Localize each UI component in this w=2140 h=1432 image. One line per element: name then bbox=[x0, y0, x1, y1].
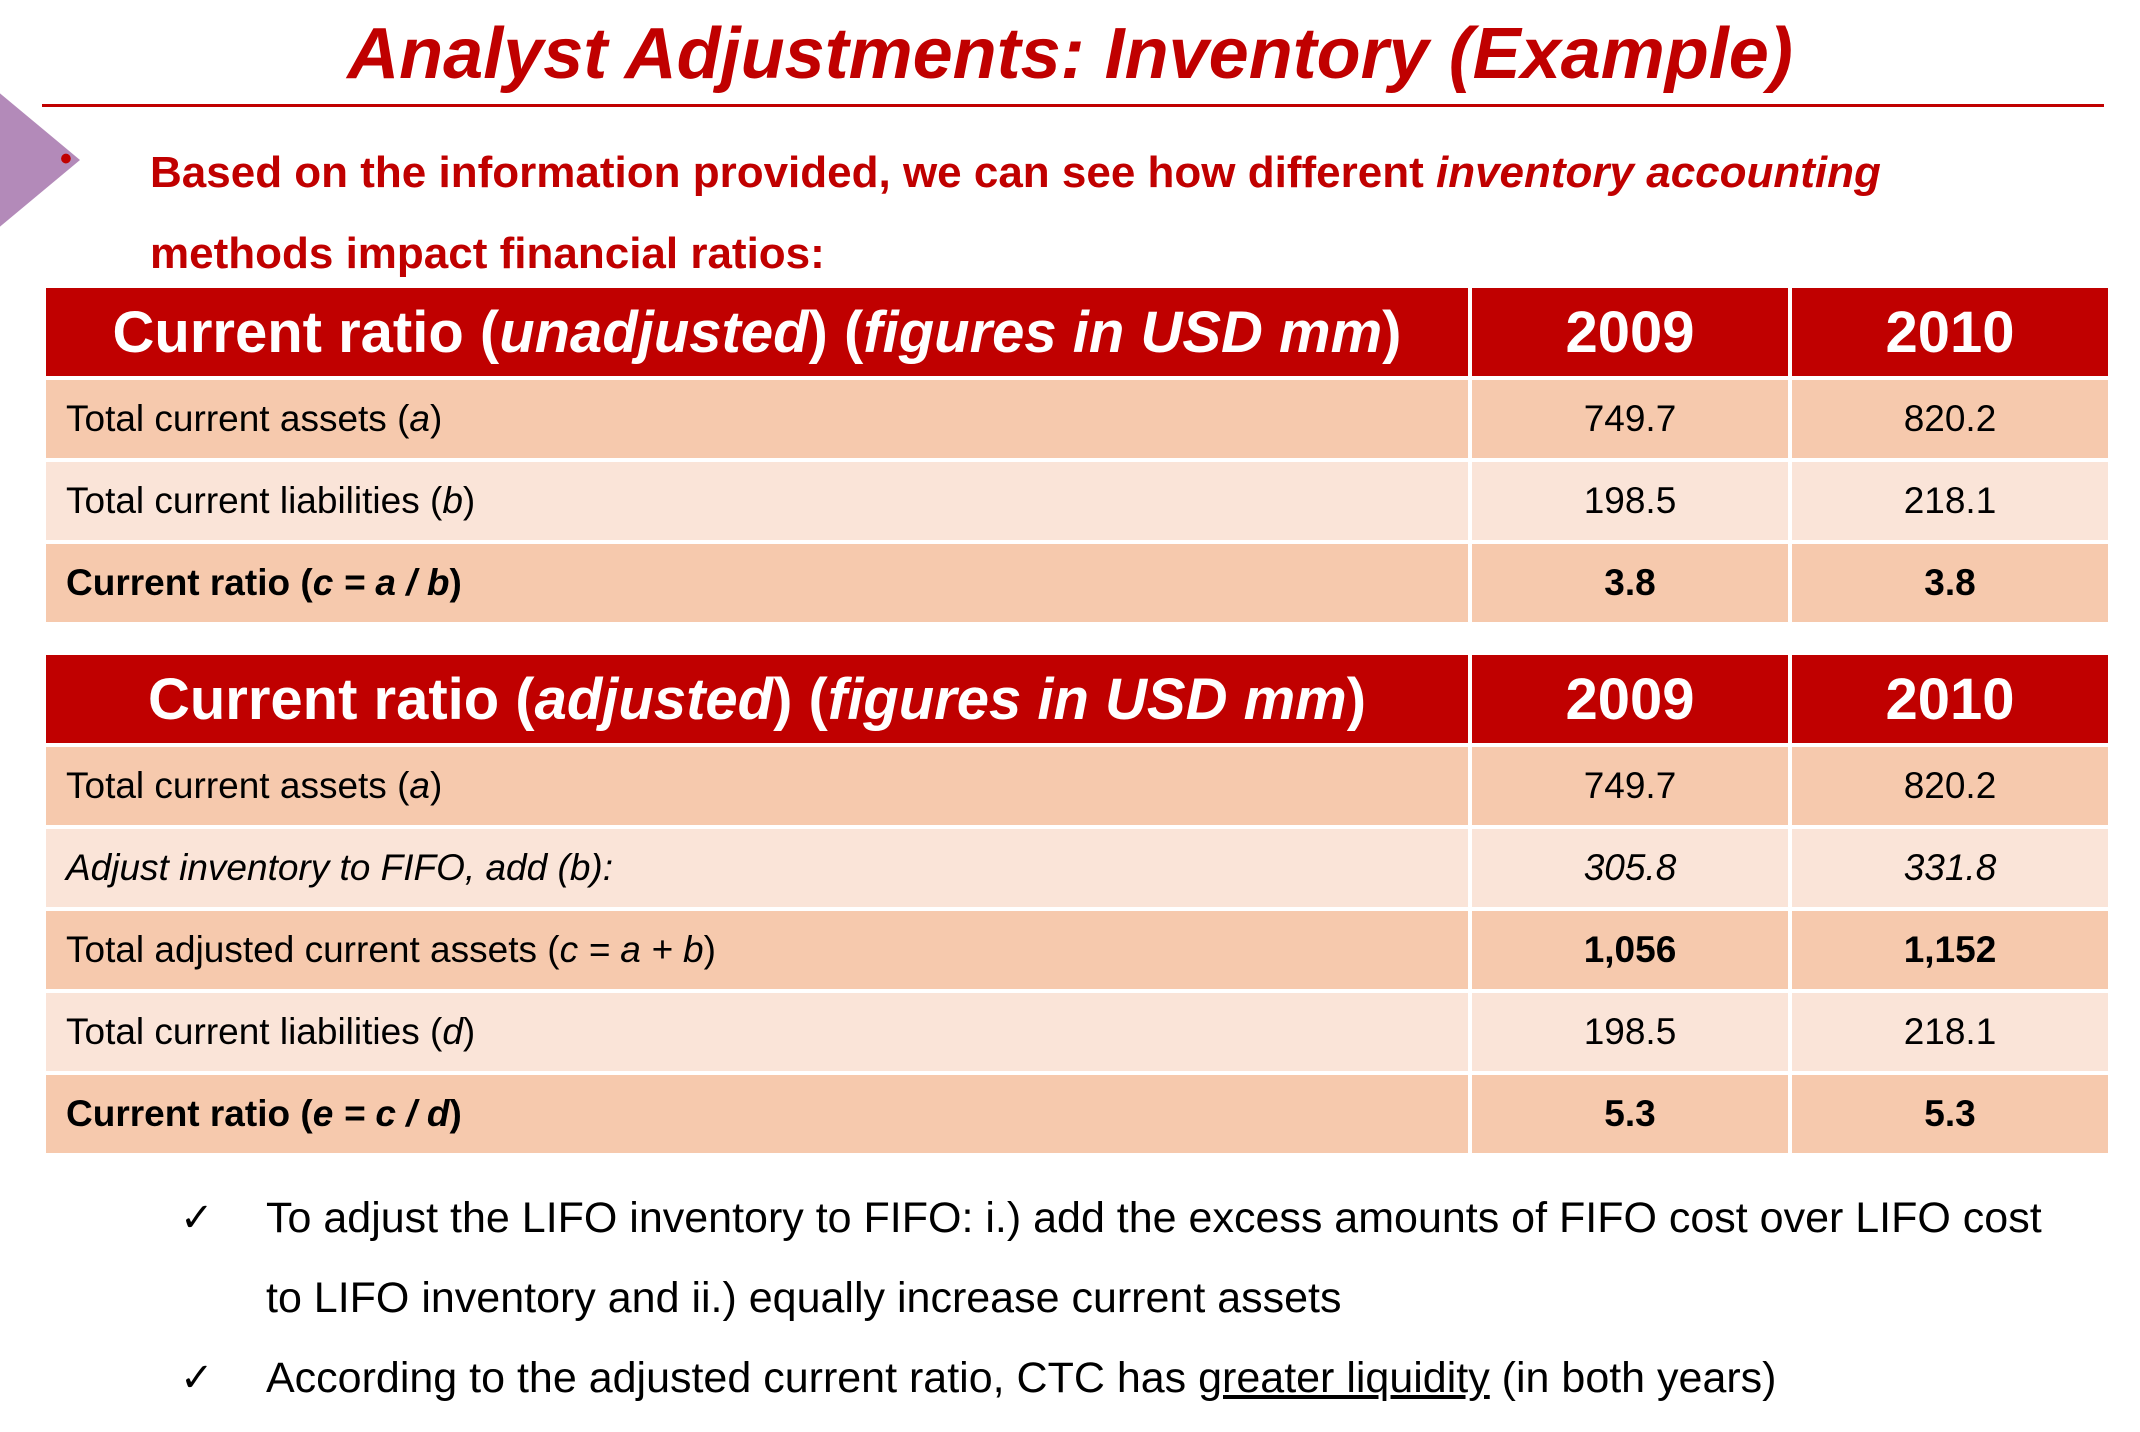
value-2009: 3.8 bbox=[1468, 540, 1792, 626]
value-2009: 1,056 bbox=[1468, 907, 1792, 993]
header-year-2009: 2009 bbox=[1468, 651, 1792, 747]
value-2010: 331.8 bbox=[1788, 825, 2112, 911]
row-label: Adjust inventory to FIFO, add (b): bbox=[42, 825, 1472, 911]
value-2009: 198.5 bbox=[1468, 458, 1792, 544]
bullet-icon: • bbox=[60, 140, 72, 178]
row-label: Current ratio (c = a / b) bbox=[42, 540, 1472, 626]
checkmark-icon: ✓ bbox=[180, 1196, 214, 1240]
intro-text: Based on the information provided, we ca… bbox=[150, 132, 2050, 294]
value-2010: 5.3 bbox=[1788, 1071, 2112, 1157]
note-liquidity: ✓ According to the adjusted current rati… bbox=[180, 1338, 2080, 1418]
table-row: Total current liabilities (d) 198.5 218.… bbox=[42, 989, 2112, 1075]
adjusted-ratio-table: Current ratio (adjusted) (figures in USD… bbox=[42, 651, 2112, 1157]
value-2010: 218.1 bbox=[1788, 989, 2112, 1075]
value-2009: 198.5 bbox=[1468, 989, 1792, 1075]
page-title: Analyst Adjustments: Inventory (Example) bbox=[347, 14, 1793, 94]
note-text: To adjust the LIFO inventory to FIFO: i.… bbox=[266, 1194, 2042, 1322]
table-row-total: Current ratio (c = a / b) 3.8 3.8 bbox=[42, 540, 2112, 626]
row-label: Total adjusted current assets (c = a + b… bbox=[42, 907, 1472, 993]
header-unit: figures in USD mm bbox=[827, 666, 1347, 732]
header-year-2010: 2010 bbox=[1788, 284, 2112, 380]
row-label: Total current assets (a) bbox=[42, 376, 1472, 462]
value-2010: 218.1 bbox=[1788, 458, 2112, 544]
table-row: Total current assets (a) 749.7 820.2 bbox=[42, 743, 2112, 829]
header-year-2009: 2009 bbox=[1468, 284, 1792, 380]
value-2009: 749.7 bbox=[1468, 376, 1792, 462]
note-text: According to the adjusted current ratio,… bbox=[266, 1354, 1777, 1402]
value-2009: 5.3 bbox=[1468, 1071, 1792, 1157]
checkmark-icon: ✓ bbox=[180, 1356, 214, 1400]
table-header-title: Current ratio (unadjusted) (figures in U… bbox=[42, 284, 1472, 380]
table-header-row: Current ratio (unadjusted) (figures in U… bbox=[42, 284, 2112, 380]
header-italic-word: adjusted bbox=[534, 666, 774, 732]
row-label: Current ratio (e = c / d) bbox=[42, 1071, 1472, 1157]
row-label: Total current assets (a) bbox=[42, 743, 1472, 829]
intro-text-end: methods impact financial ratios: bbox=[150, 229, 825, 278]
value-2010: 1,152 bbox=[1788, 907, 2112, 993]
intro-text-italic: inventory accounting bbox=[1435, 148, 1881, 197]
table-row: Total current liabilities (b) 198.5 218.… bbox=[42, 458, 2112, 544]
header-unit: figures in USD mm bbox=[863, 299, 1383, 365]
row-label: Total current liabilities (b) bbox=[42, 458, 1472, 544]
underlined-phrase: greater liquidity bbox=[1198, 1354, 1490, 1402]
table-row: Adjust inventory to FIFO, add (b): 305.8… bbox=[42, 825, 2112, 911]
row-label: Total current liabilities (d) bbox=[42, 989, 1472, 1075]
table-row-total: Current ratio (e = c / d) 5.3 5.3 bbox=[42, 1071, 2112, 1157]
header-italic-word: unadjusted bbox=[499, 299, 809, 365]
value-2010: 820.2 bbox=[1788, 743, 2112, 829]
table-header-title: Current ratio (adjusted) (figures in USD… bbox=[42, 651, 1472, 747]
intro-text-start: Based on the information provided, we ca… bbox=[150, 148, 1436, 197]
table-row: Total adjusted current assets (c = a + b… bbox=[42, 907, 2112, 993]
value-2010: 820.2 bbox=[1788, 376, 2112, 462]
table-header-row: Current ratio (adjusted) (figures in USD… bbox=[42, 651, 2112, 747]
header-year-2010: 2010 bbox=[1788, 651, 2112, 747]
unadjusted-ratio-table: Current ratio (unadjusted) (figures in U… bbox=[42, 284, 2112, 626]
value-2010: 3.8 bbox=[1788, 540, 2112, 626]
table-row: Total current assets (a) 749.7 820.2 bbox=[42, 376, 2112, 462]
value-2009: 305.8 bbox=[1468, 825, 1792, 911]
note-lifo-adjustment: ✓ To adjust the LIFO inventory to FIFO: … bbox=[180, 1178, 2080, 1338]
arrow-decoration bbox=[0, 60, 80, 260]
title-divider bbox=[42, 104, 2104, 107]
value-2009: 749.7 bbox=[1468, 743, 1792, 829]
